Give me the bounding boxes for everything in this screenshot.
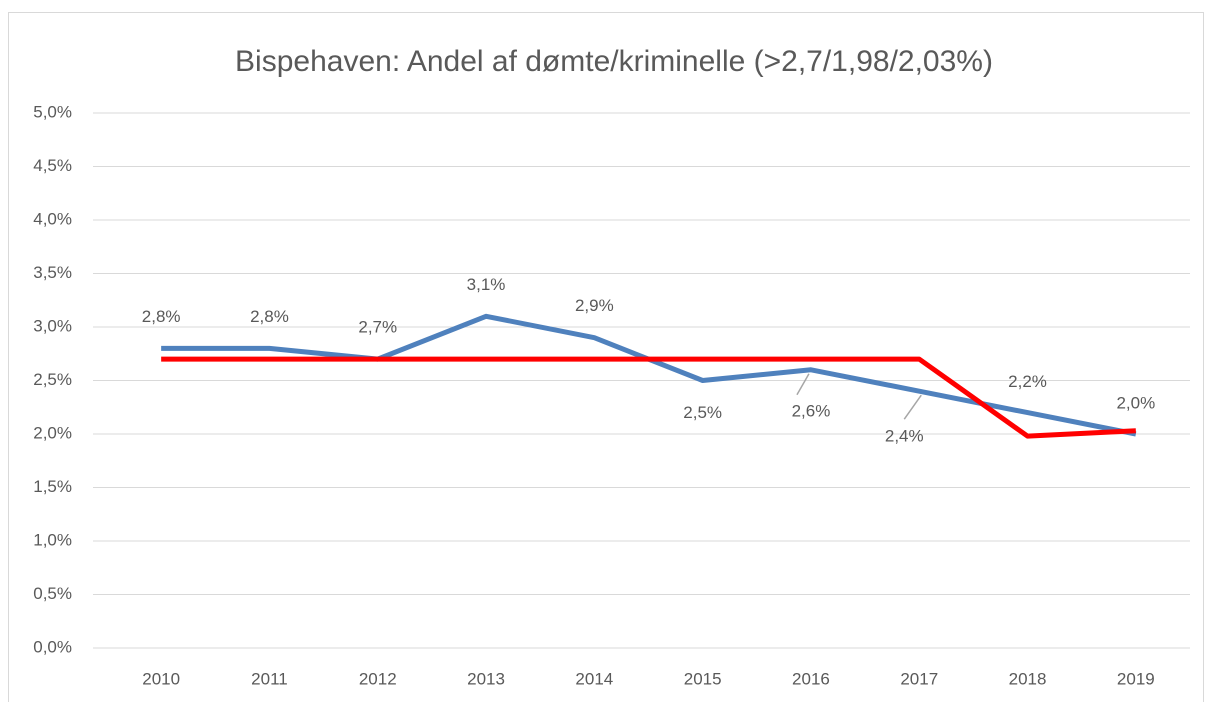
y-tick-label: 0,5% [33,584,72,603]
data-label: 2,4% [885,427,924,446]
x-tick-label: 2016 [792,669,830,688]
leader-line [903,394,922,420]
y-tick-label: 0,0% [33,637,72,656]
x-tick-label: 2013 [467,669,505,688]
data-label: 2,7% [358,318,397,337]
data-label: 2,8% [250,307,289,326]
y-tick-label: 1,0% [33,530,72,549]
y-tick-label: 1,5% [33,477,72,496]
chart-title: Bispehaven: Andel af dømte/kriminelle (>… [235,45,993,78]
x-tick-label: 2014 [575,669,613,688]
data-label: 2,0% [1116,393,1155,412]
x-tick-label: 2012 [359,669,397,688]
x-tick-label: 2017 [900,669,938,688]
data-label: 2,8% [142,307,181,326]
y-tick-label: 5,0% [33,102,72,121]
y-tick-label: 3,0% [33,316,72,335]
x-tick-label: 2010 [142,669,180,688]
series-line [161,356,1136,439]
y-tick-label: 4,5% [33,156,72,175]
y-tick-label: 3,5% [33,263,72,282]
y-tick-label: 2,0% [33,423,72,442]
x-tick-label: 2011 [251,669,288,688]
y-tick-label: 2,5% [33,370,72,389]
x-tick-label: 2019 [1117,669,1155,688]
x-tick-label: 2015 [684,669,722,688]
data-label: 2,9% [575,296,614,315]
data-label: 2,6% [792,401,831,420]
data-label: 2,2% [1008,372,1047,391]
y-tick-label: 4,0% [33,209,72,228]
leader-line [796,373,810,396]
data-label: 3,1% [467,275,506,294]
data-label: 2,5% [683,403,722,422]
x-tick-label: 2018 [1009,669,1047,688]
